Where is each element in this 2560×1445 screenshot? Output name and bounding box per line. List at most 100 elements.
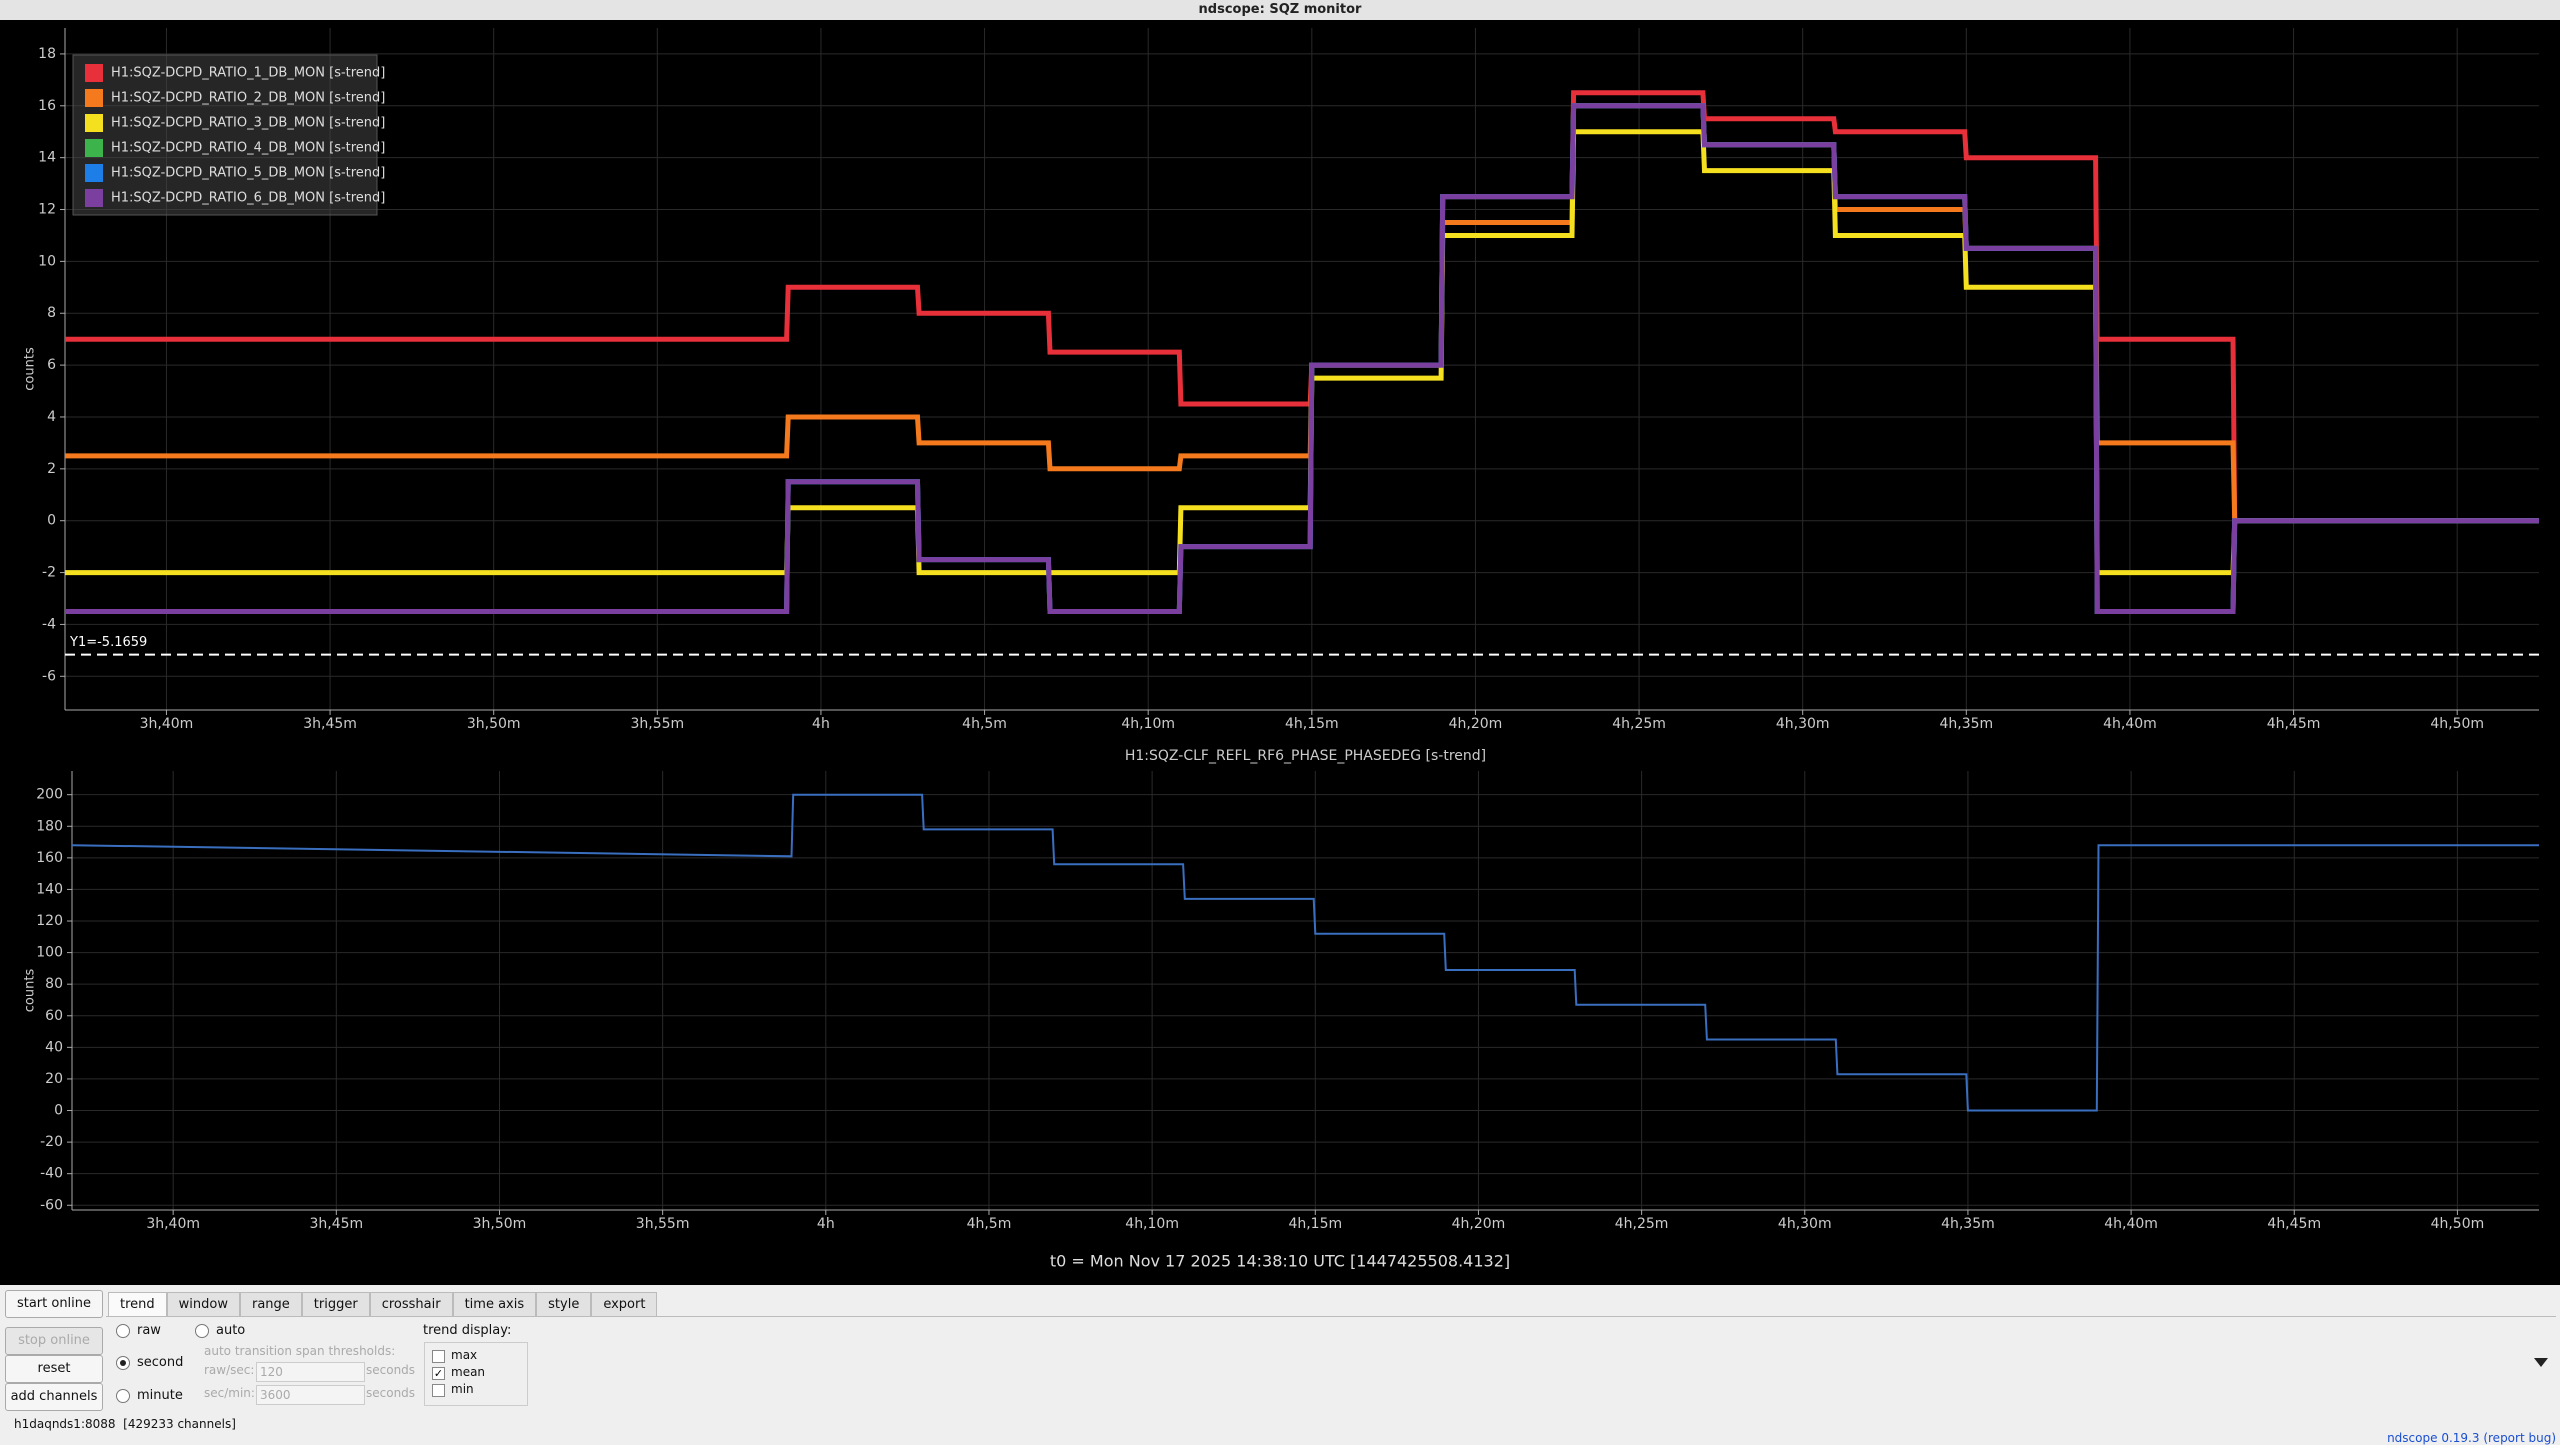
tab[interactable]: time axis xyxy=(453,1292,537,1316)
window-title: ndscope: SQZ monitor xyxy=(1199,2,1362,17)
radio[interactable] xyxy=(116,1356,130,1370)
app-link[interactable]: ndscope xyxy=(2387,1431,2437,1445)
y-tick-label: -40 xyxy=(40,1166,63,1182)
x-tick-label: 3h,40m xyxy=(146,1216,200,1232)
raw-sec-label: raw/sec: xyxy=(204,1363,254,1377)
raw-sec-input[interactable]: 120 xyxy=(256,1362,365,1382)
trend-display-label: trend display: xyxy=(423,1323,511,1338)
tab[interactable]: trigger xyxy=(302,1292,370,1316)
y-tick-label: 16 xyxy=(38,98,56,114)
legend-label: H1:SQZ-DCPD_RATIO_3_DB_MON [s-trend] xyxy=(111,116,385,131)
y-tick-label: 6 xyxy=(47,357,56,373)
tab[interactable]: trend xyxy=(108,1292,167,1316)
cursor-label: Y1=-5.1659 xyxy=(69,635,147,650)
checkbox[interactable] xyxy=(432,1384,445,1397)
sec-min-input[interactable]: 3600 xyxy=(256,1385,365,1405)
plot-title: H1:SQZ-CLF_REFL_RF6_PHASE_PHASEDEG [s-tr… xyxy=(1125,748,1486,764)
y-tick-label: 14 xyxy=(38,150,56,166)
legend-swatch xyxy=(85,89,103,107)
checkbox-label: mean xyxy=(451,1365,485,1379)
radio[interactable] xyxy=(116,1389,130,1403)
y-tick-label: 12 xyxy=(38,202,56,218)
y-axis-label: counts xyxy=(23,347,38,391)
y-tick-label: 4 xyxy=(47,409,56,425)
x-tick-label: 4h,35m xyxy=(1941,1216,1995,1232)
unit-label: seconds xyxy=(366,1386,415,1400)
y-tick-label: 10 xyxy=(38,253,56,269)
y-tick-label: 180 xyxy=(36,818,63,834)
y-axis-label: counts xyxy=(23,969,38,1013)
y-tick-label: 200 xyxy=(36,787,63,803)
x-tick-label: 4h,45m xyxy=(2267,1216,2321,1232)
x-tick-label: 4h xyxy=(817,1216,835,1232)
y-tick-label: -2 xyxy=(42,565,56,581)
version-link[interactable]: 0.19.3 xyxy=(2441,1431,2479,1445)
tab[interactable]: window xyxy=(167,1292,240,1316)
x-tick-label: 3h,40m xyxy=(140,716,194,732)
y-tick-label: -60 xyxy=(40,1197,63,1213)
y-tick-label: 80 xyxy=(45,976,63,992)
legend-label: H1:SQZ-DCPD_RATIO_2_DB_MON [s-trend] xyxy=(111,91,385,106)
y-tick-label: -20 xyxy=(40,1134,63,1150)
sec-min-label: sec/min: xyxy=(204,1386,255,1400)
reset-button[interactable]: reset xyxy=(5,1355,103,1383)
status-server: h1daqnds1:8088 [429233 channels] xyxy=(14,1417,236,1431)
unit-label: seconds xyxy=(366,1363,415,1377)
x-tick-label: 4h,15m xyxy=(1285,716,1339,732)
x-tick-label: 4h,40m xyxy=(2103,716,2157,732)
x-tick-label: 4h,50m xyxy=(2431,1216,2485,1232)
tab[interactable]: range xyxy=(240,1292,302,1316)
x-tick-label: 4h xyxy=(812,716,830,732)
radio-label: raw xyxy=(137,1323,161,1338)
x-tick-label: 4h,50m xyxy=(2430,716,2484,732)
x-tick-label: 4h,25m xyxy=(1615,1216,1669,1232)
y-tick-label: 60 xyxy=(45,1008,63,1024)
x-tick-label: 4h,10m xyxy=(1121,716,1175,732)
x-tick-label: 3h,55m xyxy=(636,1216,690,1232)
x-tick-label: 4h,30m xyxy=(1776,716,1830,732)
y-tick-label: 140 xyxy=(36,881,63,897)
y-tick-label: 2 xyxy=(47,461,56,477)
report-link[interactable]: (report bug) xyxy=(2483,1431,2556,1445)
x-tick-label: 4h,15m xyxy=(1288,1216,1342,1232)
x-tick-label: 4h,40m xyxy=(2104,1216,2158,1232)
checkbox[interactable] xyxy=(432,1350,445,1363)
y-tick-label: 8 xyxy=(47,305,56,321)
y-tick-label: 40 xyxy=(45,1039,63,1055)
x-tick-label: 4h,10m xyxy=(1125,1216,1179,1232)
legend-swatch xyxy=(85,189,103,207)
collapse-arrow[interactable] xyxy=(2534,1358,2548,1367)
tab[interactable]: export xyxy=(591,1292,657,1316)
radio[interactable] xyxy=(195,1324,209,1338)
x-tick-label: 3h,50m xyxy=(473,1216,527,1232)
checkbox-label: max xyxy=(451,1348,477,1362)
y-tick-label: 160 xyxy=(36,850,63,866)
x-tick-label: 3h,45m xyxy=(309,1216,363,1232)
radio[interactable] xyxy=(116,1324,130,1338)
legend-label: H1:SQZ-DCPD_RATIO_5_DB_MON [s-trend] xyxy=(111,166,385,181)
x-tick-label: 4h,5m xyxy=(962,716,1007,732)
y-tick-label: -4 xyxy=(42,616,56,632)
x-tick-label: 3h,50m xyxy=(467,716,521,732)
legend-swatch xyxy=(85,139,103,157)
tab[interactable]: style xyxy=(536,1292,591,1316)
x-tick-label: 3h,55m xyxy=(630,716,684,732)
status-version: ndscope 0.19.3 (report bug) xyxy=(2379,1417,2556,1445)
add-channels-button[interactable]: add channels xyxy=(5,1383,103,1411)
y-tick-label: -6 xyxy=(42,668,56,684)
y-tick-label: 20 xyxy=(45,1071,63,1087)
x-tick-label: 4h,5m xyxy=(967,1216,1012,1232)
radio-label: second xyxy=(137,1355,183,1370)
checkbox[interactable]: ✓ xyxy=(432,1367,445,1380)
start-button[interactable]: start online xyxy=(5,1290,103,1318)
plot-area: t0 = Mon Nov 17 2025 14:38:10 UTC [14474… xyxy=(0,0,2560,1285)
x-tick-label: 3h,45m xyxy=(303,716,357,732)
tab-bar: trendwindowrangetriggercrosshairtime axi… xyxy=(108,1292,657,1316)
x-tick-label: 4h,20m xyxy=(1452,1216,1506,1232)
y-tick-label: 0 xyxy=(54,1103,63,1119)
stop-button[interactable]: stop online xyxy=(5,1327,103,1355)
legend-swatch xyxy=(85,164,103,182)
legend-swatch xyxy=(85,64,103,82)
tab[interactable]: crosshair xyxy=(370,1292,453,1316)
x-tick-label: 4h,35m xyxy=(1939,716,1993,732)
